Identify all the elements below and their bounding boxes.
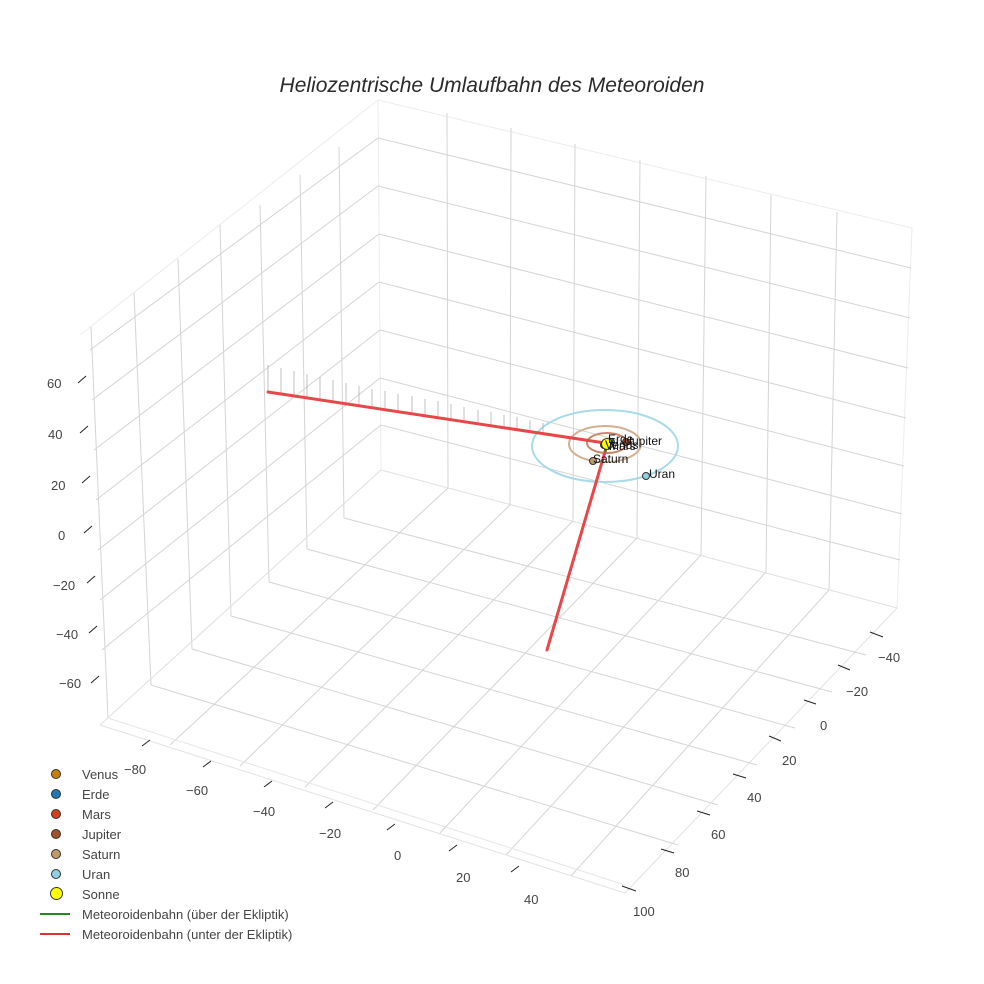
legend-item-mars[interactable]: Mars — [36, 804, 292, 824]
legend-label: Erde — [82, 786, 110, 802]
x-tick-label: −80 — [124, 762, 147, 777]
y-axis-ticks — [621, 631, 884, 892]
x-tick-label: −40 — [253, 804, 276, 819]
legend-item-path-above[interactable]: Meteoroidenbahn (über der Ekliptik) — [36, 904, 292, 924]
right-wall-grid — [377, 99, 913, 609]
legend-item-saturn[interactable]: Saturn — [36, 844, 292, 864]
venus-marker-icon — [36, 764, 76, 784]
planet-jupiter — [622, 438, 630, 446]
planet-saturn — [589, 457, 597, 465]
z-tick-label: −60 — [59, 676, 82, 691]
planet-label-mars: Mars — [609, 439, 636, 453]
legend-label: Venus — [82, 766, 119, 782]
planet-label-saturn: Saturn — [593, 452, 629, 466]
chart-title: Heliozentrische Umlaufbahn des Meteoroid… — [279, 74, 705, 97]
orbit-uran — [531, 409, 679, 483]
legend-label: Saturn — [82, 846, 121, 862]
legend-label: Uran — [82, 866, 111, 882]
sun-marker — [601, 438, 613, 450]
legend-label: Mars — [82, 806, 111, 822]
y-tick-label: −20 — [846, 684, 869, 699]
z-tick-label: 20 — [51, 478, 66, 493]
x-tick-label: −20 — [319, 826, 342, 841]
x-tick-label: 0 — [394, 848, 402, 863]
sun-marker-icon — [36, 884, 76, 904]
y-tick-label: 40 — [747, 790, 762, 805]
planet-uran — [642, 472, 650, 480]
x-tick-label: 40 — [524, 892, 539, 907]
legend-item-sonne[interactable]: Sonne — [36, 884, 292, 904]
uran-marker-icon — [36, 864, 76, 884]
z-tick-label: 40 — [48, 427, 63, 442]
legend-item-erde[interactable]: Erde — [36, 784, 292, 804]
jupiter-marker-icon — [36, 824, 76, 844]
z-tick-label: −20 — [53, 578, 76, 593]
left-wall-grid — [79, 98, 382, 726]
red-line-icon — [36, 924, 76, 944]
z-tick-label: −40 — [56, 627, 79, 642]
y-tick-label: 60 — [711, 827, 726, 842]
mars-marker-icon — [36, 804, 76, 824]
y-tick-label: 80 — [675, 865, 690, 880]
z-axis-ticks — [77, 375, 100, 684]
y-tick-label: 20 — [782, 753, 797, 768]
planet-label-venus: Venus — [605, 438, 639, 452]
x-tick-label: −60 — [186, 783, 209, 798]
meteoroid-droplines — [267, 365, 544, 434]
legend-label: Meteoroidenbahn (unter der Ekliptik) — [82, 926, 293, 942]
z-tick-label: 60 — [47, 376, 62, 391]
y-tick-label: 0 — [820, 718, 828, 733]
legend-label: Meteoroidenbahn (über der Ekliptik) — [82, 906, 289, 922]
legend-label: Jupiter — [82, 826, 122, 842]
green-line-icon — [36, 904, 76, 924]
planet-label-erde: Erde — [608, 432, 634, 446]
x-tick-label: 20 — [456, 870, 471, 885]
legend-item-uran[interactable]: Uran — [36, 864, 292, 884]
meteoroid-path-below[interactable] — [266, 390, 609, 652]
planet-markers[interactable] — [589, 438, 650, 480]
y-tick-label: −40 — [878, 650, 901, 665]
floor-grid — [99, 469, 898, 894]
y-tick-label: 100 — [633, 904, 655, 919]
legend-item-jupiter[interactable]: Jupiter — [36, 824, 292, 844]
orbit-saturn — [568, 425, 642, 463]
legend-label: Sonne — [82, 886, 120, 902]
planet-label-jupiter: Jupiter — [626, 434, 663, 448]
x-axis-ticks — [141, 739, 520, 873]
legend: Venus Erde Mars Jupiter Saturn Uran Sonn… — [36, 764, 292, 944]
planet-label-uran: Uran — [649, 467, 676, 481]
erde-marker-icon — [36, 784, 76, 804]
legend-item-path-below[interactable]: Meteoroidenbahn (unter der Ekliptik) — [36, 924, 292, 944]
saturn-marker-icon — [36, 844, 76, 864]
z-tick-label: 0 — [58, 528, 66, 543]
legend-item-venus[interactable]: Venus — [36, 764, 292, 784]
